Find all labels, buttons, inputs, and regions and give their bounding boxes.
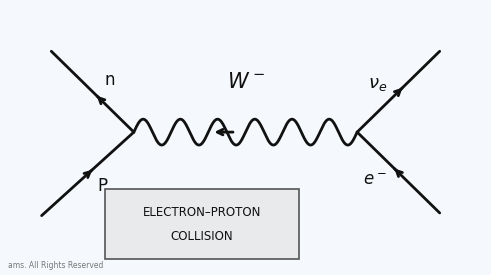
Text: ELECTRON–PROTON: ELECTRON–PROTON bbox=[142, 206, 261, 219]
Text: $e^-$: $e^-$ bbox=[363, 171, 387, 189]
Text: ams. All Rights Reserved: ams. All Rights Reserved bbox=[8, 260, 103, 270]
Text: $W^-$: $W^-$ bbox=[227, 72, 264, 92]
Text: COLLISION: COLLISION bbox=[170, 230, 233, 243]
FancyBboxPatch shape bbox=[105, 189, 299, 259]
Text: P: P bbox=[97, 177, 108, 195]
Text: n: n bbox=[105, 71, 115, 89]
Text: $\nu_e$: $\nu_e$ bbox=[368, 75, 387, 93]
